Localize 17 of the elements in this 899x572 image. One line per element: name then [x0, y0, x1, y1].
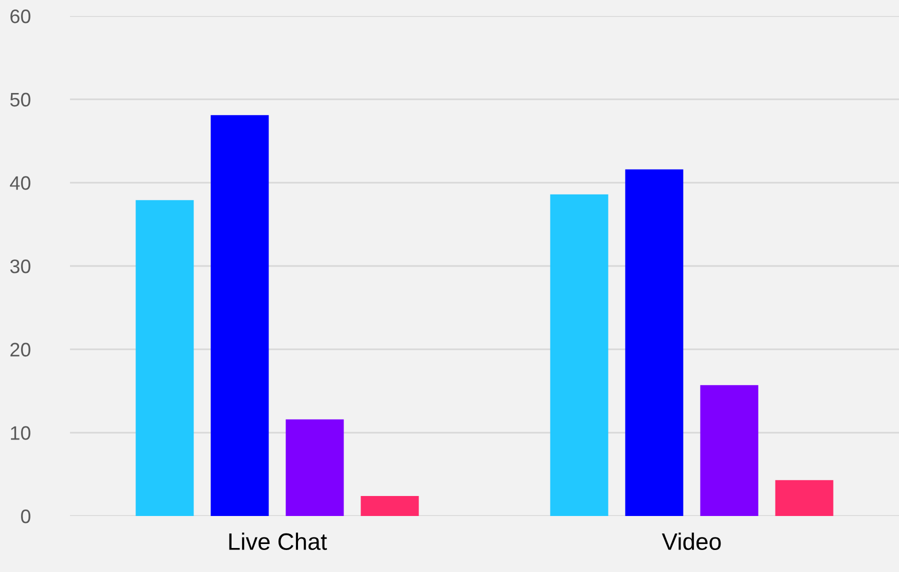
- bar: [775, 480, 834, 516]
- bar: [360, 496, 419, 516]
- bar: [210, 115, 269, 516]
- y-tick-label: 40: [10, 176, 30, 190]
- y-tick-label: 10: [10, 426, 30, 440]
- bar: [700, 385, 758, 516]
- bar: [286, 419, 344, 516]
- bar: [625, 169, 684, 516]
- y-tick-label: 50: [10, 92, 30, 107]
- x-tick-label: Video: [662, 532, 721, 550]
- y-tick-label: 60: [10, 9, 30, 24]
- x-tick-label: Live Chat: [229, 532, 327, 550]
- bar: [136, 200, 194, 516]
- y-tick-label: 0: [21, 509, 30, 524]
- bar: [550, 194, 608, 516]
- y-tick-label: 30: [10, 259, 30, 274]
- y-tick-label: 20: [10, 342, 30, 357]
